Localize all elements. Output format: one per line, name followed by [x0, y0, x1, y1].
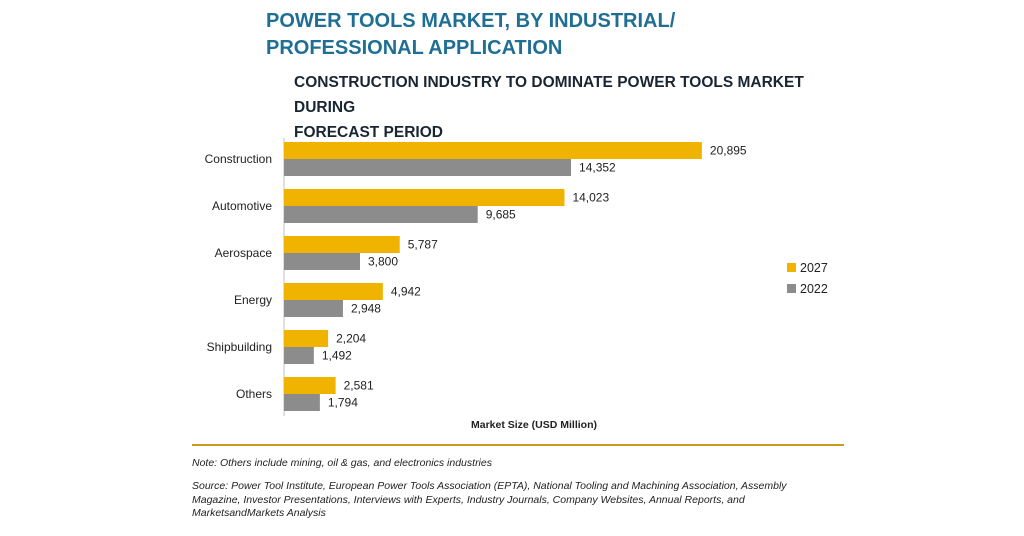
bar-2022 [284, 159, 572, 176]
bar-2027 [284, 377, 336, 394]
data-label-2027: 2,204 [336, 332, 366, 346]
data-label-2022: 1,794 [328, 396, 358, 410]
bar-2027 [284, 142, 702, 159]
source-line-1: Source: Power Tool Institute, European P… [192, 480, 787, 492]
data-label-2022: 9,685 [486, 208, 516, 222]
footnote: Note: Others include mining, oil & gas, … [192, 457, 492, 469]
bar-2022 [284, 253, 360, 270]
category-label: Aerospace [215, 246, 273, 260]
legend-label-2022: 2022 [800, 282, 828, 296]
category-label: Others [236, 387, 272, 401]
chart-subtitle-line-2: FORECAST PERIOD [294, 124, 443, 141]
category-label: Construction [205, 152, 272, 166]
data-label-2027: 4,942 [391, 285, 421, 299]
data-label-2022: 14,352 [579, 161, 616, 175]
category-label: Shipbuilding [207, 340, 272, 354]
data-label-2022: 2,948 [351, 302, 381, 316]
source-line-3: MarketsandMarkets Analysis [192, 507, 326, 519]
footer-divider [192, 444, 844, 446]
data-label-2022: 3,800 [368, 255, 398, 269]
x-axis-label: Market Size (USD Million) [471, 419, 597, 431]
bar-2022 [284, 347, 314, 364]
data-label-2027: 14,023 [572, 191, 609, 205]
legend-swatch-2027 [787, 263, 796, 272]
source-line-2: Magazine, Investor Presentations, Interv… [192, 493, 745, 506]
chart-title-line-2: PROFESSIONAL APPLICATION [266, 37, 563, 59]
data-label-2027: 20,895 [710, 144, 747, 158]
data-label-2027: 2,581 [344, 379, 374, 393]
chart-title: POWER TOOLS MARKET, BY INDUSTRIAL/ PROFE… [266, 8, 826, 62]
data-label-2027: 5,787 [408, 238, 438, 252]
bar-2027 [284, 236, 400, 253]
bar-2022 [284, 206, 478, 223]
bar-2027 [284, 330, 329, 347]
legend-label-2027: 2027 [800, 261, 828, 275]
chart-subtitle-line-1: CONSTRUCTION INDUSTRY TO DOMINATE POWER … [294, 74, 804, 116]
data-label-2022: 1,492 [322, 349, 352, 363]
bar-2027 [284, 189, 565, 206]
category-label: Energy [234, 293, 272, 307]
source-text: Source: Power Tool Institute, European P… [192, 480, 832, 521]
chart-title-line-1: POWER TOOLS MARKET, BY INDUSTRIAL/ [266, 10, 676, 32]
chart-subtitle: CONSTRUCTION INDUSTRY TO DOMINATE POWER … [294, 70, 854, 145]
bar-2022 [284, 394, 320, 411]
category-label: Automotive [212, 199, 272, 213]
legend-swatch-2022 [787, 284, 796, 293]
bar-2027 [284, 283, 383, 300]
bar-2022 [284, 300, 343, 317]
